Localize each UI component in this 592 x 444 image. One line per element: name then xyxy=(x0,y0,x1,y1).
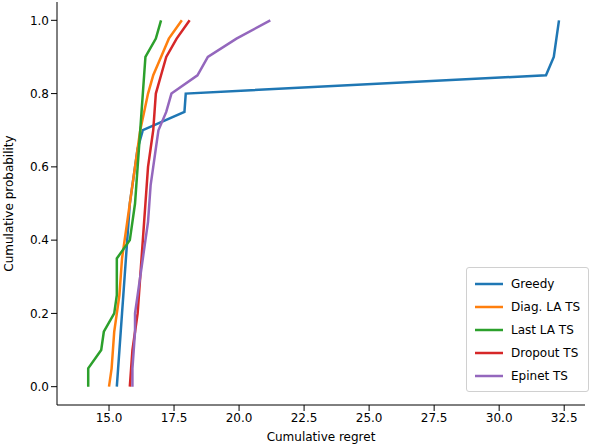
svg-text:0.8: 0.8 xyxy=(30,87,49,101)
svg-text:32.5: 32.5 xyxy=(551,411,578,425)
svg-text:0.6: 0.6 xyxy=(30,160,49,174)
html-text:Greedy: Greedy xyxy=(511,276,555,291)
svg-text:17.5: 17.5 xyxy=(161,411,188,425)
svg-text:Cumulative regret: Cumulative regret xyxy=(267,430,376,444)
html-text:Diag. LA TS: Diag. LA TS xyxy=(511,299,581,314)
svg-text:0.2: 0.2 xyxy=(30,307,49,321)
svg-text:0.0: 0.0 xyxy=(30,380,49,394)
html-text:Epinet TS: Epinet TS xyxy=(511,368,568,383)
svg-text:30.0: 30.0 xyxy=(486,411,513,425)
svg-text:1.0: 1.0 xyxy=(30,14,49,28)
svg-text:Cumulative probability: Cumulative probability xyxy=(8,135,16,271)
html-text:Last LA TS: Last LA TS xyxy=(511,322,574,337)
svg-text:15.0: 15.0 xyxy=(96,411,123,425)
svg-text:0.4: 0.4 xyxy=(30,233,49,247)
svg-text:22.5: 22.5 xyxy=(291,411,318,425)
svg-text:27.5: 27.5 xyxy=(421,411,448,425)
svg-text:20.0: 20.0 xyxy=(226,411,253,425)
svg-text:25.0: 25.0 xyxy=(356,411,383,425)
html-text:Dropout TS: Dropout TS xyxy=(511,345,579,360)
